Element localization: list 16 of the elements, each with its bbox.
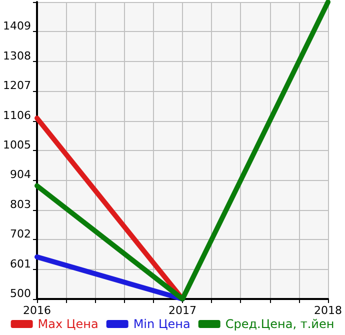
y-tick-label: 601 (10, 257, 31, 270)
legend-label: Min Цена (133, 317, 190, 331)
legend-label: Сред.Цена, т.йен (225, 317, 334, 331)
y-tick-label: 904 (10, 168, 31, 182)
y-tick-label: 1106 (2, 108, 31, 122)
x-tick-label: 2016 (22, 304, 51, 317)
x-tick-label: 2018 (314, 304, 342, 317)
y-tick-label: 1207 (2, 79, 31, 92)
legend-label: Max Цена (38, 317, 98, 331)
y-tick-label: 1308 (2, 49, 31, 62)
y-tick-label: 1005 (2, 138, 31, 152)
y-tick-label: 500 (10, 287, 31, 300)
y-tick-label: 803 (10, 198, 31, 211)
y-tick-label: 702 (10, 228, 31, 241)
y-tick-label: 1409 (2, 20, 31, 33)
x-tick-label: 2017 (168, 304, 196, 317)
